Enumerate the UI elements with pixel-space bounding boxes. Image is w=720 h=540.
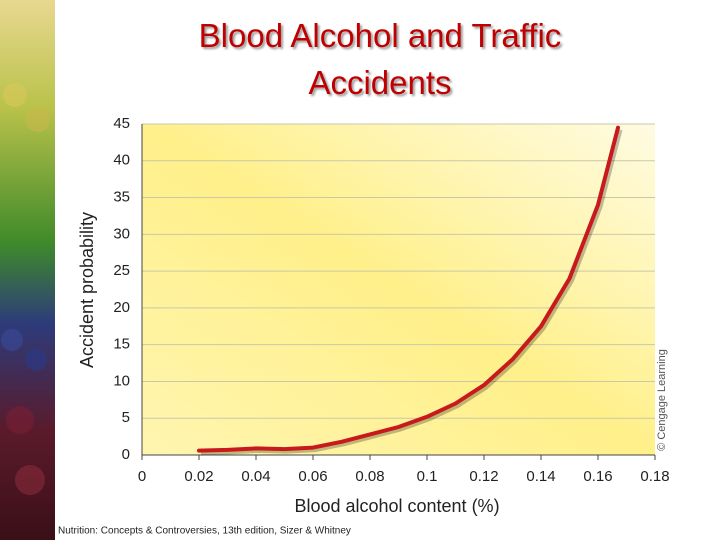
y-tick-label: 35 xyxy=(113,189,130,206)
x-tick-label: 0.18 xyxy=(640,468,669,485)
x-tick-label: 0 xyxy=(138,468,146,485)
y-tick-label: 10 xyxy=(113,372,130,389)
x-tick-label: 0.16 xyxy=(583,468,612,485)
y-tick-label: 5 xyxy=(122,409,130,426)
x-tick-label: 0.08 xyxy=(355,468,384,485)
x-tick-label: 0.14 xyxy=(526,468,555,485)
food-decor xyxy=(1,83,50,495)
y-axis-label: Accident probability xyxy=(77,212,97,368)
footer: Nutrition: Concepts & Controversies, 13t… xyxy=(58,526,351,537)
x-axis-label: Blood alcohol content (%) xyxy=(294,496,499,516)
x-tick-label: 0.02 xyxy=(184,468,213,485)
x-tick-label: 0.12 xyxy=(469,468,498,485)
x-tick-label: 0.1 xyxy=(417,468,438,485)
y-tick-label: 0 xyxy=(122,446,130,463)
y-tick-label: 45 xyxy=(113,115,130,132)
food-strip xyxy=(0,0,55,540)
y-tick-label: 40 xyxy=(113,152,130,169)
title: Blood Alcohol and Traffic Accidents xyxy=(198,17,562,101)
credit: © Cengage Learning xyxy=(656,349,668,451)
x-tick-label: 0.04 xyxy=(241,468,270,485)
y-tick-label: 20 xyxy=(113,299,130,316)
x-tick-label: 0.06 xyxy=(298,468,327,485)
line xyxy=(197,125,620,453)
y-tick-label: 25 xyxy=(113,262,130,279)
plot-area xyxy=(142,124,655,455)
y-tick-label: 15 xyxy=(113,336,130,353)
y-tick-label: 30 xyxy=(113,225,130,242)
